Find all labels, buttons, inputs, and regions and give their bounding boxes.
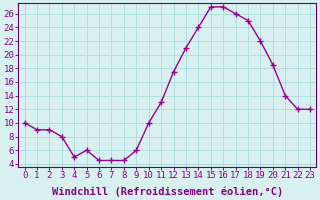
X-axis label: Windchill (Refroidissement éolien,°C): Windchill (Refroidissement éolien,°C) — [52, 186, 283, 197]
